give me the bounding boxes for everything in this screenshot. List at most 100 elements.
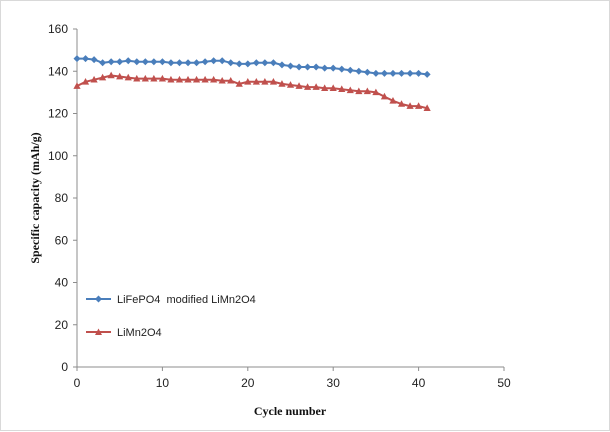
data-point-lifepo4-modified — [423, 70, 431, 78]
data-point-lifepo4-modified — [295, 63, 303, 71]
data-point-lifepo4-modified — [201, 58, 209, 66]
data-point-lifepo4-modified — [141, 58, 149, 66]
data-point-lifepo4-modified — [346, 66, 354, 74]
data-point-lifepo4-modified — [380, 69, 388, 77]
data-point-limn2o4 — [303, 83, 312, 90]
data-point-lifepo4-modified — [99, 59, 107, 67]
data-point-lifepo4-modified — [304, 63, 312, 71]
data-point-lifepo4-modified — [167, 59, 175, 67]
data-point-limn2o4 — [397, 100, 406, 107]
x-tick-label: 40 — [412, 376, 426, 390]
data-point-lifepo4-modified — [218, 57, 226, 65]
data-point-limn2o4 — [346, 86, 354, 94]
data-point-lifepo4-modified — [415, 69, 423, 77]
data-point-lifepo4-modified — [184, 59, 192, 67]
data-point-limn2o4 — [107, 71, 115, 79]
data-point-limn2o4 — [124, 73, 132, 81]
y-tick-label: 160 — [48, 22, 68, 36]
data-point-limn2o4 — [150, 74, 158, 82]
data-point-lifepo4-modified — [398, 69, 406, 77]
y-axis-title: Specific capacity (mAh/g) — [28, 132, 42, 263]
data-point-limn2o4 — [158, 74, 166, 82]
x-tick-label: 0 — [74, 376, 81, 390]
data-point-lifepo4-modified — [90, 56, 98, 64]
axes: 0 20 40 60 80 100 120 140 160 0 10 20 30 40 50 — [48, 22, 511, 390]
data-point-limn2o4 — [167, 75, 175, 83]
legend: LiFePO4 modified LiMn2O4 LiMn2O4 — [86, 294, 256, 339]
data-point-lifepo4-modified — [321, 64, 329, 72]
data-point-limn2o4 — [116, 72, 124, 80]
y-tick-label: 100 — [48, 149, 68, 163]
data-point-limn2o4 — [141, 74, 149, 82]
data-point-lifepo4-modified — [82, 55, 90, 63]
data-point-limn2o4 — [286, 81, 295, 88]
data-point-lifepo4-modified — [312, 63, 320, 71]
data-point-lifepo4-modified — [252, 59, 260, 67]
data-point-lifepo4-modified — [107, 58, 115, 66]
data-point-limn2o4 — [372, 88, 380, 96]
y-tick-label: 60 — [55, 233, 69, 247]
data-point-limn2o4 — [261, 78, 269, 85]
data-point-lifepo4-modified — [355, 67, 363, 75]
data-point-limn2o4 — [235, 80, 243, 87]
data-point-limn2o4 — [355, 87, 363, 95]
data-point-limn2o4 — [380, 92, 389, 100]
y-tick-label: 80 — [55, 191, 69, 205]
data-point-lifepo4-modified — [150, 58, 158, 66]
data-point-lifepo4-modified — [287, 62, 294, 70]
data-point-lifepo4-modified — [235, 60, 243, 68]
legend-marker-limn2o4 — [95, 328, 102, 335]
data-point-lifepo4-modified — [363, 68, 371, 76]
data-point-limn2o4 — [184, 75, 192, 83]
data-point-lifepo4-modified — [158, 58, 166, 66]
legend-marker-lifepo4 — [95, 295, 102, 303]
data-point-lifepo4-modified — [261, 59, 269, 67]
y-tick-label: 140 — [48, 64, 68, 78]
series-lifepo4-modified — [73, 55, 431, 78]
x-axis-title: Cycle number — [254, 404, 327, 418]
data-point-limn2o4 — [389, 97, 397, 104]
data-point-lifepo4-modified — [244, 60, 252, 68]
x-tick-label: 10 — [156, 376, 170, 390]
data-point-lifepo4-modified — [133, 58, 141, 66]
data-point-limn2o4 — [252, 78, 260, 85]
data-point-limn2o4 — [99, 73, 107, 81]
data-point-lifepo4-modified — [338, 65, 346, 73]
x-tick-label: 20 — [241, 376, 255, 390]
data-point-limn2o4 — [175, 75, 184, 83]
data-point-limn2o4 — [415, 102, 423, 109]
y-tick-label: 40 — [55, 276, 69, 290]
data-point-limn2o4 — [338, 85, 346, 93]
data-point-limn2o4 — [363, 87, 371, 95]
data-point-lifepo4-modified — [372, 69, 380, 77]
data-point-lifepo4-modified — [329, 64, 337, 72]
data-point-limn2o4 — [406, 102, 414, 109]
data-point-lifepo4-modified — [124, 57, 132, 65]
data-point-lifepo4-modified — [175, 59, 183, 67]
data-point-limn2o4 — [81, 78, 90, 85]
data-point-lifepo4-modified — [389, 69, 397, 77]
data-point-lifepo4-modified — [73, 55, 81, 63]
data-point-limn2o4 — [90, 75, 98, 83]
x-tick-label: 50 — [497, 376, 511, 390]
legend-label-limn2o4: LiMn2O4 — [117, 327, 162, 339]
x-tick-label: 30 — [327, 376, 341, 390]
data-point-lifepo4-modified — [193, 59, 201, 67]
data-point-limn2o4 — [295, 82, 303, 89]
data-point-lifepo4-modified — [210, 57, 218, 65]
data-point-limn2o4 — [192, 75, 201, 83]
y-tick-label: 20 — [55, 318, 69, 332]
y-tick-label: 0 — [61, 360, 68, 374]
data-point-limn2o4 — [210, 75, 218, 83]
series-layer — [73, 55, 431, 112]
y-tick-label: 120 — [48, 107, 68, 121]
data-point-lifepo4-modified — [406, 69, 414, 77]
data-point-limn2o4 — [133, 74, 141, 82]
data-point-lifepo4-modified — [269, 59, 277, 67]
data-point-limn2o4 — [321, 84, 329, 91]
data-point-limn2o4 — [269, 78, 278, 85]
data-point-limn2o4 — [278, 80, 286, 87]
data-point-limn2o4 — [312, 83, 320, 90]
